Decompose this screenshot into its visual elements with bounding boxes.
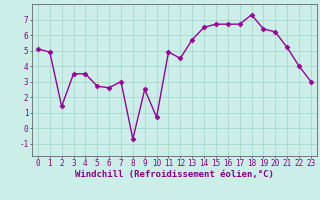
X-axis label: Windchill (Refroidissement éolien,°C): Windchill (Refroidissement éolien,°C) <box>75 170 274 179</box>
